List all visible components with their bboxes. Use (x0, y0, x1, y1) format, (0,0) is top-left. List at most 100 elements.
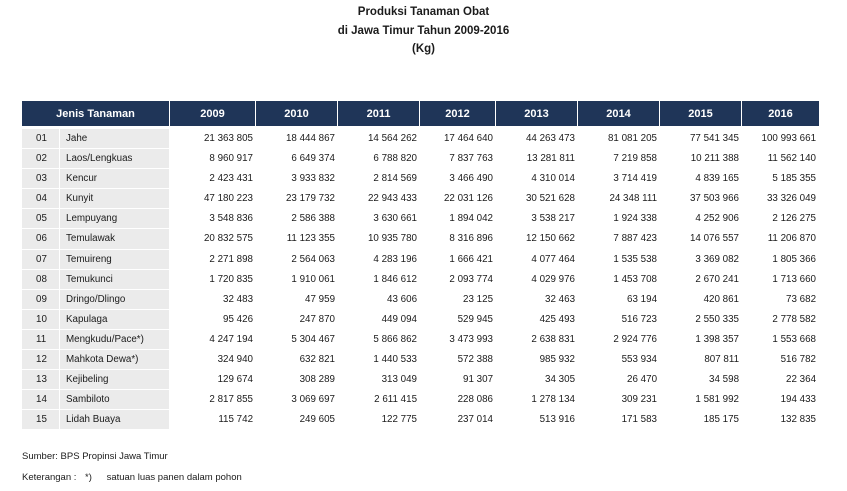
production-value: 3 548 836 (170, 209, 257, 230)
production-value: 1 713 660 (742, 270, 820, 290)
production-value: 22 031 126 (420, 189, 497, 210)
production-value: 3 933 832 (256, 169, 339, 190)
production-value: 11 206 870 (742, 229, 820, 250)
production-value: 1 924 338 (578, 209, 661, 230)
plant-name: Kunyit (60, 189, 171, 210)
production-value: 32 483 (170, 290, 257, 310)
production-value: 2 564 063 (256, 250, 339, 270)
production-value: 4 029 976 (496, 270, 579, 290)
production-value: 24 348 111 (578, 189, 661, 210)
column-header-year: 2013 (496, 101, 579, 126)
production-value: 309 231 (578, 390, 661, 411)
column-header-year: 2010 (256, 101, 339, 126)
production-value: 11 123 355 (256, 229, 339, 250)
production-value: 6 788 820 (338, 149, 421, 170)
production-value: 2 924 776 (578, 330, 661, 351)
production-value: 313 049 (338, 370, 421, 391)
production-value: 95 426 (170, 310, 257, 330)
plant-name: Kapulaga (60, 309, 171, 330)
row-number: 13 (22, 370, 60, 391)
row-number: 06 (22, 229, 60, 250)
row-number: 12 (22, 350, 60, 371)
plant-name: Temulawak (60, 229, 171, 250)
production-value: 10 211 388 (660, 149, 743, 170)
production-value: 91 307 (420, 370, 497, 391)
production-value: 13 281 811 (496, 149, 579, 170)
column-header-year: 2009 (170, 101, 257, 126)
row-number: 07 (22, 249, 60, 270)
table-row: 15 Lidah Buaya 115 742 249 605 122 775 237 01… (22, 410, 820, 431)
production-value: 12 150 662 (496, 229, 579, 250)
row-number: 11 (22, 329, 60, 351)
table-row: 08 Temukunci 1 720 835 1 910 061 1 846 612 2 … (22, 269, 820, 290)
row-number: 08 (22, 269, 60, 290)
production-value: 1 910 061 (256, 270, 339, 290)
production-value: 516 723 (578, 310, 661, 330)
production-value: 4 077 464 (496, 250, 579, 270)
production-value: 7 219 858 (578, 149, 661, 170)
column-header-year: 2012 (420, 101, 497, 126)
production-value: 513 916 (496, 410, 579, 431)
row-number: 01 (22, 126, 60, 150)
page-title-block: Produksi Tanaman Obat di Jawa Timur Tahu… (0, 3, 847, 59)
production-value: 3 538 217 (496, 209, 579, 230)
production-value: 516 782 (742, 350, 820, 371)
production-value: 34 305 (496, 370, 579, 391)
production-value: 1 535 538 (578, 250, 661, 270)
plant-name: Lempuyang (60, 209, 171, 230)
production-value: 1 581 992 (660, 390, 743, 411)
production-value: 1 720 835 (170, 270, 257, 290)
production-value: 22 943 433 (338, 189, 421, 210)
plant-name: Jahe (60, 126, 171, 150)
production-value: 11 562 140 (742, 149, 820, 170)
plant-name: Laos/Lengkuas (60, 149, 171, 170)
production-value: 33 326 049 (742, 189, 820, 210)
plant-name: Kejibeling (60, 370, 171, 391)
production-value: 129 674 (170, 370, 257, 391)
production-value: 43 606 (338, 290, 421, 310)
table-row: 05 Lempuyang 3 548 836 2 586 388 3 630 661 1 … (22, 209, 820, 230)
production-value: 2 423 431 (170, 169, 257, 190)
production-value: 8 316 896 (420, 229, 497, 250)
production-value: 324 940 (170, 350, 257, 371)
production-value: 572 388 (420, 350, 497, 371)
production-value: 420 861 (660, 290, 743, 310)
production-value: 7 837 763 (420, 149, 497, 170)
production-value: 7 887 423 (578, 229, 661, 250)
column-header-jenis: Jenis Tanaman (22, 101, 171, 126)
production-value: 10 935 780 (338, 229, 421, 250)
production-value: 2 550 335 (660, 310, 743, 330)
production-value: 171 583 (578, 410, 661, 431)
production-value: 425 493 (496, 310, 579, 330)
row-number: 15 (22, 410, 60, 431)
production-value: 22 364 (742, 370, 820, 391)
production-value: 2 271 898 (170, 250, 257, 270)
production-value: 47 180 223 (170, 189, 257, 210)
production-value: 77 541 345 (660, 126, 743, 150)
row-number: 03 (22, 169, 60, 190)
table-row: 04 Kunyit 47 180 223 23 179 732 22 943 433 22… (22, 189, 820, 210)
production-value: 553 934 (578, 350, 661, 371)
row-number: 05 (22, 209, 60, 230)
table-header-row: Jenis Tanaman 2009 2010 2011 2012 2013 2… (22, 101, 820, 126)
production-value: 3 714 419 (578, 169, 661, 190)
row-number: 04 (22, 189, 60, 210)
production-value: 1 805 366 (742, 250, 820, 270)
table-row: 09 Dringo/Dlingo 32 483 47 959 43 606 23 125 3… (22, 289, 820, 310)
production-value: 4 310 014 (496, 169, 579, 190)
production-value: 5 866 862 (338, 330, 421, 351)
production-value: 3 466 490 (420, 169, 497, 190)
production-value: 985 932 (496, 350, 579, 371)
production-value: 194 433 (742, 390, 820, 411)
plant-name: Dringo/Dlingo (60, 289, 171, 310)
plant-name: Mengkudu/Pace*) (60, 329, 171, 351)
production-value: 100 993 661 (742, 126, 820, 150)
production-value: 1 278 134 (496, 390, 579, 411)
production-value: 1 666 421 (420, 250, 497, 270)
row-number: 10 (22, 309, 60, 330)
unit-label: (Kg) (412, 43, 435, 55)
production-value: 308 289 (256, 370, 339, 391)
production-value: 3 369 082 (660, 250, 743, 270)
production-value: 185 175 (660, 410, 743, 431)
production-value: 47 959 (256, 290, 339, 310)
